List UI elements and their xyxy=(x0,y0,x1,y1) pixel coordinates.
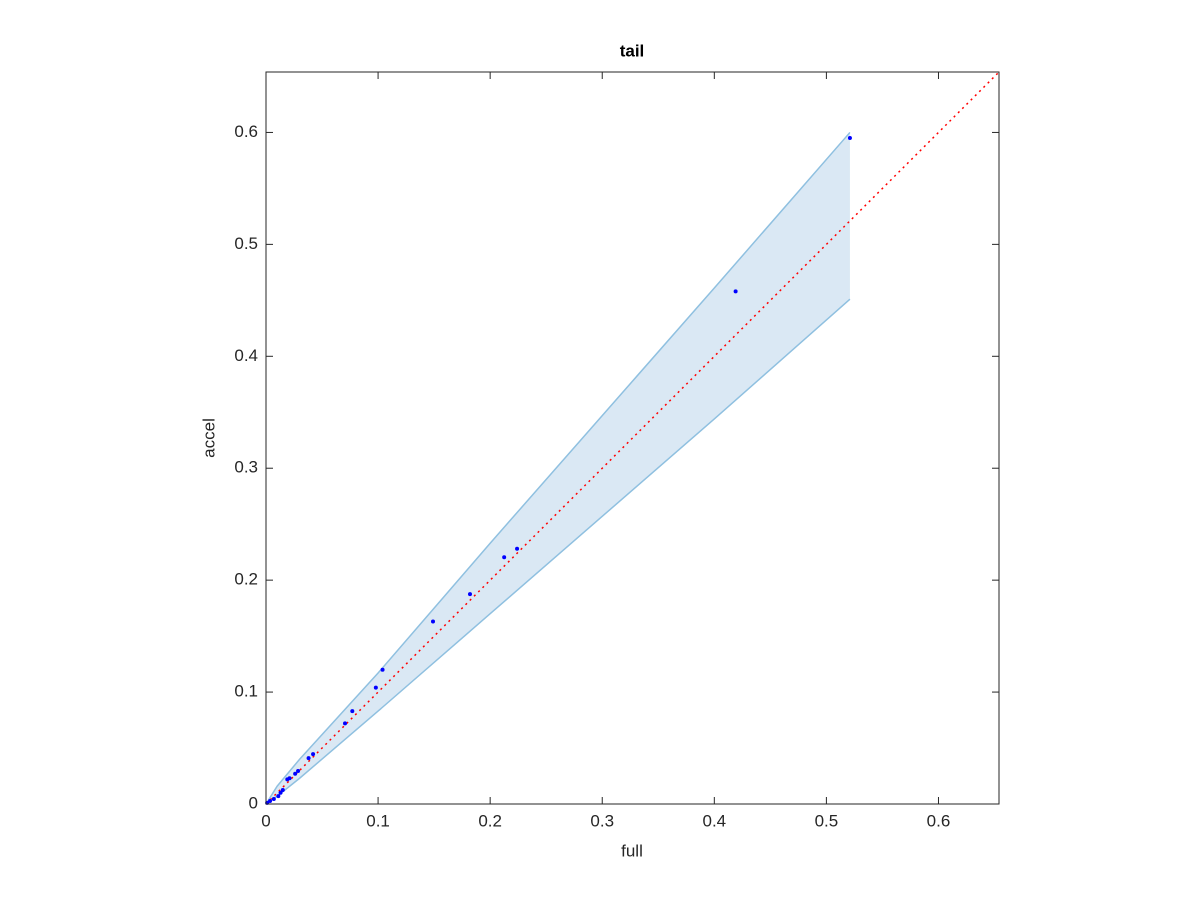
y-tick-label: 0.6 xyxy=(234,122,258,141)
point xyxy=(278,790,283,795)
point xyxy=(296,768,301,773)
point xyxy=(306,756,311,761)
point xyxy=(311,752,316,757)
x-tick-label: 0 xyxy=(261,811,270,830)
point xyxy=(276,794,281,799)
point xyxy=(515,546,520,551)
y-tick-label: 0.2 xyxy=(234,570,258,589)
point xyxy=(502,555,507,560)
y-tick-label: 0.5 xyxy=(234,234,258,253)
x-tick-label: 0.2 xyxy=(478,811,502,830)
point xyxy=(293,771,298,776)
point xyxy=(467,592,472,597)
point xyxy=(280,788,285,793)
y-axis-label: accel xyxy=(199,418,218,458)
point xyxy=(285,777,290,782)
point xyxy=(733,289,738,294)
point xyxy=(430,619,435,624)
x-tick-label: 0.5 xyxy=(815,811,839,830)
point xyxy=(350,709,355,714)
y-tick-label: 0.1 xyxy=(234,682,258,701)
x-tick-label: 0.6 xyxy=(927,811,951,830)
y-tick-label: 0 xyxy=(249,793,258,812)
x-tick-label: 0.3 xyxy=(590,811,614,830)
band-upper-edge xyxy=(265,131,851,805)
x-tick-label: 0.1 xyxy=(366,811,390,830)
plot-frame xyxy=(265,71,1000,805)
point xyxy=(268,798,273,803)
chart-title: tail xyxy=(620,41,645,60)
point xyxy=(373,685,378,690)
reference-line xyxy=(265,71,1000,805)
point xyxy=(271,796,276,801)
x-tick-label: 0.4 xyxy=(702,811,726,830)
y-tick-label: 0.4 xyxy=(234,346,258,365)
point xyxy=(847,136,852,141)
point xyxy=(343,721,348,726)
point xyxy=(380,667,385,672)
x-axis-label: full xyxy=(621,841,643,860)
y-tick-label: 0.3 xyxy=(234,458,258,477)
